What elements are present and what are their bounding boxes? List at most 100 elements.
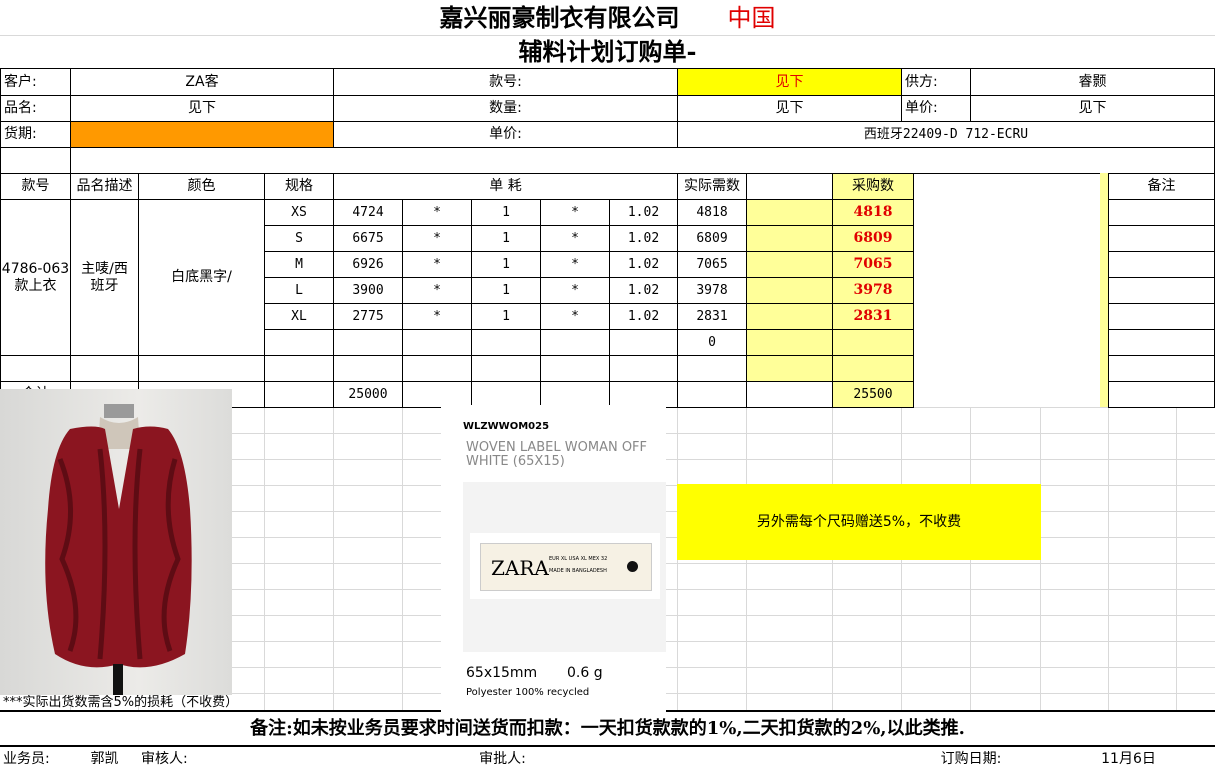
row-purchase[interactable]: 2831 [832, 303, 914, 330]
row-empty[interactable] [746, 199, 833, 226]
row-remark[interactable] [1108, 199, 1215, 226]
row-empty[interactable] [746, 277, 833, 304]
row-op2[interactable]: * [540, 225, 610, 252]
row-purchase[interactable]: 4818 [832, 199, 914, 226]
empty-cell[interactable] [0, 147, 71, 174]
empty-cell[interactable] [832, 355, 914, 382]
row-qty[interactable]: 3900 [333, 277, 403, 304]
total-qty[interactable]: 25000 [333, 381, 403, 408]
row-actual[interactable]: 7065 [677, 251, 747, 278]
garment-photo [0, 389, 232, 695]
row-qty[interactable]: 2775 [333, 303, 403, 330]
empty-cell[interactable] [333, 355, 403, 382]
row-purchase[interactable] [832, 329, 914, 356]
empty-cell[interactable] [402, 355, 472, 382]
empty-cell[interactable] [609, 355, 678, 382]
row-size[interactable]: S [264, 225, 334, 252]
empty-cell[interactable] [0, 355, 71, 382]
row-empty[interactable] [746, 251, 833, 278]
row-factor[interactable] [609, 329, 678, 356]
qty-field[interactable]: 见下 [677, 95, 902, 122]
row-factor[interactable]: 1.02 [609, 225, 678, 252]
empty-cell[interactable] [471, 381, 541, 408]
date-label: 订购日期: [940, 750, 1002, 767]
row-op1[interactable]: * [402, 303, 472, 330]
empty-cell[interactable] [540, 355, 610, 382]
row-op2[interactable]: * [540, 303, 610, 330]
row-op1[interactable]: * [402, 277, 472, 304]
row-factor[interactable]: 1.02 [609, 303, 678, 330]
row-remark[interactable] [1108, 251, 1215, 278]
supplier-field[interactable]: 睿颢 [970, 68, 1215, 96]
empty-cell[interactable] [746, 355, 833, 382]
row-factor[interactable]: 1.02 [609, 251, 678, 278]
empty-cell[interactable] [402, 381, 472, 408]
row-op2[interactable]: * [540, 251, 610, 278]
item-desc[interactable]: 主唛/西 班牙 [70, 199, 139, 356]
empty-cell[interactable] [677, 355, 747, 382]
empty-cell[interactable] [1108, 381, 1215, 408]
row-mult[interactable]: 1 [471, 251, 541, 278]
row-mult[interactable]: 1 [471, 303, 541, 330]
empty-cell[interactable] [264, 381, 334, 408]
total-purchase[interactable]: 25500 [832, 381, 914, 408]
row-op1[interactable] [402, 329, 472, 356]
price2-field[interactable]: 西班牙22409-D 712-ECRU [677, 121, 1215, 148]
row-actual[interactable]: 6809 [677, 225, 747, 252]
row-actual[interactable]: 0 [677, 329, 747, 356]
row-factor[interactable]: 1.02 [609, 199, 678, 226]
row-empty[interactable] [746, 225, 833, 252]
empty-cell[interactable] [264, 355, 334, 382]
empty-cell[interactable] [677, 381, 747, 408]
customer-field[interactable]: ZA客 [70, 68, 334, 96]
row-size[interactable]: XS [264, 199, 334, 226]
row-remark[interactable] [1108, 277, 1215, 304]
row-op1[interactable]: * [402, 251, 472, 278]
row-size[interactable]: L [264, 277, 334, 304]
row-remark[interactable] [1108, 329, 1215, 356]
row-purchase[interactable]: 3978 [832, 277, 914, 304]
price-field[interactable]: 见下 [970, 95, 1215, 122]
row-actual[interactable]: 3978 [677, 277, 747, 304]
row-empty[interactable] [746, 329, 833, 356]
row-size[interactable] [264, 329, 334, 356]
row-qty[interactable]: 6675 [333, 225, 403, 252]
row-op2[interactable]: * [540, 199, 610, 226]
row-mult[interactable]: 1 [471, 199, 541, 226]
row-purchase[interactable]: 6809 [832, 225, 914, 252]
row-op2[interactable]: * [540, 277, 610, 304]
row-qty[interactable]: 6926 [333, 251, 403, 278]
row-actual[interactable]: 4818 [677, 199, 747, 226]
row-factor[interactable]: 1.02 [609, 277, 678, 304]
empty-cell[interactable] [540, 381, 610, 408]
brand-logo: ZARA [491, 556, 549, 580]
row-op2[interactable] [540, 329, 610, 356]
empty-cell[interactable] [746, 381, 833, 408]
row-qty[interactable]: 4724 [333, 199, 403, 226]
empty-cell[interactable] [1108, 355, 1215, 382]
row-mult[interactable]: 1 [471, 225, 541, 252]
row-op1[interactable]: * [402, 225, 472, 252]
row-size[interactable]: M [264, 251, 334, 278]
row-op1[interactable]: * [402, 199, 472, 226]
row-size[interactable]: XL [264, 303, 334, 330]
label-sizes: EUR XL USA XL MEX 32 [549, 556, 608, 562]
item-color[interactable]: 白底黑字/ [138, 199, 265, 356]
delivery-field[interactable] [70, 121, 334, 148]
empty-cell[interactable] [70, 355, 139, 382]
row-qty[interactable] [333, 329, 403, 356]
row-actual[interactable]: 2831 [677, 303, 747, 330]
style-field[interactable]: 见下 [677, 68, 902, 96]
empty-cell[interactable] [138, 355, 265, 382]
row-remark[interactable] [1108, 303, 1215, 330]
item-style[interactable]: 4786-063 款上衣 [0, 199, 71, 356]
row-purchase[interactable]: 7065 [832, 251, 914, 278]
name-field[interactable]: 见下 [70, 95, 334, 122]
empty-cell[interactable] [609, 381, 678, 408]
row-remark[interactable] [1108, 225, 1215, 252]
row-mult[interactable] [471, 329, 541, 356]
row-mult[interactable]: 1 [471, 277, 541, 304]
row-empty[interactable] [746, 303, 833, 330]
empty-cell[interactable] [471, 355, 541, 382]
empty-cell[interactable] [70, 147, 1215, 174]
